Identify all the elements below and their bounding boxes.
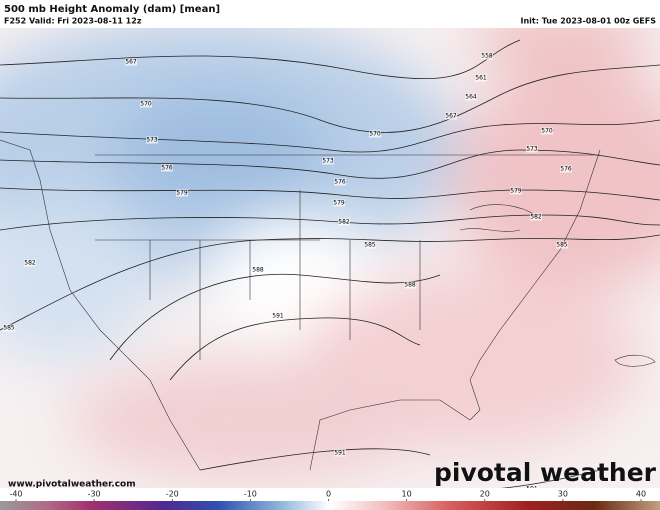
- colorbar: [0, 501, 660, 510]
- contour-label-bg: [510, 187, 522, 195]
- contour-label-bg: [475, 74, 487, 82]
- contour-label-bg: [140, 100, 152, 108]
- contour-label: 585: [556, 242, 568, 249]
- contour-label: 576: [334, 179, 346, 186]
- map: 567 570 573 576 579 582 585 588 591 558 561 564 567 5…: [0, 28, 660, 493]
- valid-time: F252 Valid: Fri 2023-08-11 12z: [4, 17, 142, 26]
- colorbar-tick-label: -30: [88, 490, 101, 499]
- contour-label-bg: [530, 213, 542, 221]
- contour-label: 582: [338, 219, 350, 226]
- contour-label: 579: [510, 188, 522, 195]
- contour-label-bg: [125, 58, 137, 66]
- contour-label-bg: [560, 165, 572, 173]
- contour-label-bg: [364, 241, 376, 249]
- map-title: 500 mb Height Anomaly (dam) [mean]: [4, 4, 220, 15]
- contour-label-bg: [338, 218, 350, 226]
- init-time: Init: Tue 2023-08-01 00z GEFS: [521, 17, 657, 26]
- contour-label: 576: [161, 165, 173, 172]
- logo: pivotal weather: [434, 458, 657, 487]
- colorbar-tick-label: 20: [480, 490, 490, 499]
- contour-label: 591: [272, 313, 284, 320]
- colorbar-tick-label: -10: [244, 490, 257, 499]
- contour-label: 582: [24, 260, 36, 267]
- contour-label: 558: [481, 53, 493, 60]
- contour-label: 576: [560, 166, 572, 173]
- contour-label: 564: [465, 94, 477, 101]
- contour-label-bg: [161, 164, 173, 172]
- contour-label: 567: [125, 59, 137, 66]
- contour-label: 585: [3, 325, 15, 332]
- contour-label-bg: [176, 189, 188, 197]
- contour-label: 570: [369, 131, 381, 138]
- contour-label-bg: [481, 52, 493, 60]
- contour-label-bg: [252, 266, 264, 274]
- contour-label: 579: [176, 190, 188, 197]
- contour-label: 591: [526, 486, 538, 493]
- contour-label-bg: [526, 145, 538, 153]
- contour-label: 585: [364, 242, 376, 249]
- contour-label: 573: [526, 146, 538, 153]
- website: www.pivotalweather.com: [8, 480, 136, 490]
- contour-label-bg: [3, 324, 15, 332]
- colorbar-tick-label: -20: [166, 490, 179, 499]
- contour-label: 573: [146, 137, 158, 144]
- contour-label: 591: [334, 450, 346, 457]
- contour-label-bg: [146, 136, 158, 144]
- contour-label-bg: [404, 281, 416, 289]
- contour-label: 582: [530, 214, 542, 221]
- contour-label-bg: [334, 449, 346, 457]
- colorbar-tick-label: 30: [558, 490, 568, 499]
- contour-label-bg: [272, 312, 284, 320]
- contour-label: 588: [404, 282, 416, 289]
- contour-label-bg: [333, 199, 345, 207]
- contour-label-bg: [24, 259, 36, 267]
- contour-label-bg: [334, 178, 346, 186]
- contour-label: 579: [333, 200, 345, 207]
- contour-label: 567: [445, 113, 457, 120]
- colorbar-tick-label: 40: [636, 490, 646, 499]
- contour-label-bg: [445, 112, 457, 120]
- colorbar-tick-label: -40: [9, 490, 22, 499]
- contour-label-bg: [465, 93, 477, 101]
- contour-label: 570: [140, 101, 152, 108]
- colorbar-tick-label: 0: [326, 490, 331, 499]
- contour-label: 573: [322, 158, 334, 165]
- contour-label-bg: [541, 127, 553, 135]
- contour-label-bg: [322, 157, 334, 165]
- contour-label-bg: [556, 241, 568, 249]
- colorbar-tick-label: 10: [402, 490, 412, 499]
- contour-label: 570: [541, 128, 553, 135]
- contour-label-bg: [526, 485, 538, 488]
- contour-label: 561: [475, 75, 487, 82]
- header-band: [0, 0, 660, 28]
- contour-label: 588: [252, 267, 264, 274]
- contour-label-bg: [369, 130, 381, 138]
